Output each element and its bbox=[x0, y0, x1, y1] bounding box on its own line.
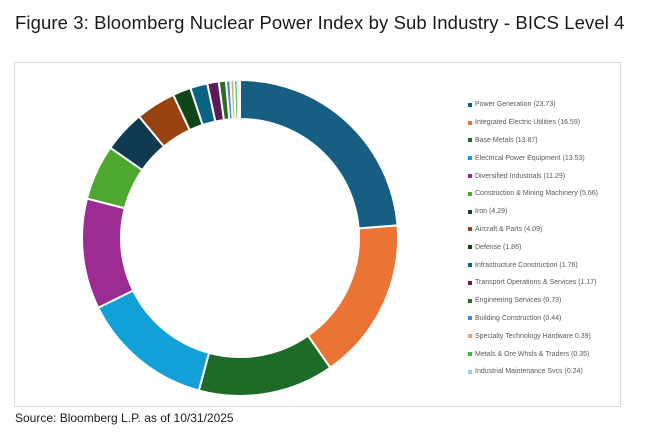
legend-item: Building Construction (0.44) bbox=[468, 310, 618, 328]
chart-legend: Power Generation (23.73) Integrated Elect… bbox=[468, 96, 618, 381]
legend-label: Infrastructure Construction (1.76) bbox=[475, 261, 578, 269]
legend-item: Electrical Power Equipment (13.53) bbox=[468, 149, 618, 167]
source-note: Source: Bloomberg L.P. as of 10/31/2025 bbox=[15, 411, 234, 425]
donut-slice bbox=[96, 289, 211, 392]
legend-swatch-icon bbox=[468, 102, 472, 107]
legend-item: Integrated Electric Utilities (16.59) bbox=[468, 114, 618, 132]
legend-label: Construction & Mining Machinery (5.66) bbox=[475, 190, 598, 198]
legend-item: Diversified Industrials (11.29) bbox=[468, 167, 618, 185]
legend-swatch-icon bbox=[468, 120, 472, 125]
legend-swatch-icon bbox=[468, 298, 472, 303]
legend-item: Defense (1.86) bbox=[468, 238, 618, 256]
legend-item: Metals & Ore Whsls & Traders (0.35) bbox=[468, 345, 618, 363]
donut-slice bbox=[239, 78, 399, 230]
legend-swatch-icon bbox=[468, 191, 472, 196]
legend-label: Engineering Services (0.73) bbox=[475, 297, 562, 305]
donut-slice bbox=[197, 334, 332, 397]
legend-item: Transport Operations & Services (1.17) bbox=[468, 274, 618, 292]
legend-item: Construction & Mining Machinery (5.66) bbox=[468, 185, 618, 203]
legend-swatch-icon bbox=[468, 174, 472, 179]
figure-title: Figure 3: Bloomberg Nuclear Power Index … bbox=[15, 12, 625, 33]
legend-swatch-icon bbox=[468, 227, 472, 232]
chart-area: Power Generation (23.73) Integrated Elect… bbox=[14, 62, 621, 407]
legend-swatch-icon bbox=[468, 352, 472, 357]
legend-label: Diversified Industrials (11.29) bbox=[475, 172, 566, 180]
legend-label: Industrial Maintenance Svcs (0.24) bbox=[475, 368, 583, 376]
legend-swatch-icon bbox=[468, 138, 472, 143]
donut-slice bbox=[306, 224, 399, 370]
legend-label: Power Generation (23.73) bbox=[475, 101, 556, 109]
donut-slice bbox=[236, 78, 241, 121]
legend-item: Power Generation (23.73) bbox=[468, 96, 618, 114]
legend-swatch-icon bbox=[468, 316, 472, 321]
legend-swatch-icon bbox=[468, 263, 472, 268]
legend-label: Specialty Technology Hardware 0.39) bbox=[475, 332, 591, 340]
legend-label: Aircraft & Parts (4.09) bbox=[475, 225, 543, 233]
legend-swatch-icon bbox=[468, 245, 472, 250]
legend-swatch-icon bbox=[468, 334, 472, 339]
legend-swatch-icon bbox=[468, 369, 472, 374]
legend-swatch-icon bbox=[468, 280, 472, 285]
donut-chart bbox=[81, 78, 399, 397]
legend-item: Industrial Maintenance Svcs (0.24) bbox=[468, 363, 618, 381]
legend-label: Metals & Ore Whsls & Traders (0.35) bbox=[475, 350, 590, 358]
legend-label: Iron (4.29) bbox=[475, 208, 508, 216]
legend-swatch-icon bbox=[468, 156, 472, 161]
legend-item: Base Metals (13.87) bbox=[468, 132, 618, 150]
legend-swatch-icon bbox=[468, 209, 472, 214]
legend-item: Engineering Services (0.73) bbox=[468, 292, 618, 310]
legend-label: Defense (1.86) bbox=[475, 243, 522, 251]
legend-label: Electrical Power Equipment (13.53) bbox=[475, 154, 585, 162]
legend-item: Infrastructure Construction (1.76) bbox=[468, 256, 618, 274]
legend-item: Specialty Technology Hardware 0.39) bbox=[468, 327, 618, 345]
legend-item: Iron (4.29) bbox=[468, 203, 618, 221]
legend-label: Integrated Electric Utilities (16.59) bbox=[475, 119, 581, 127]
legend-label: Transport Operations & Services (1.17) bbox=[475, 279, 597, 287]
legend-label: Base Metals (13.87) bbox=[475, 136, 538, 144]
legend-label: Building Construction (0.44) bbox=[475, 314, 562, 322]
legend-item: Aircraft & Parts (4.09) bbox=[468, 221, 618, 239]
donut-slice bbox=[81, 197, 135, 310]
